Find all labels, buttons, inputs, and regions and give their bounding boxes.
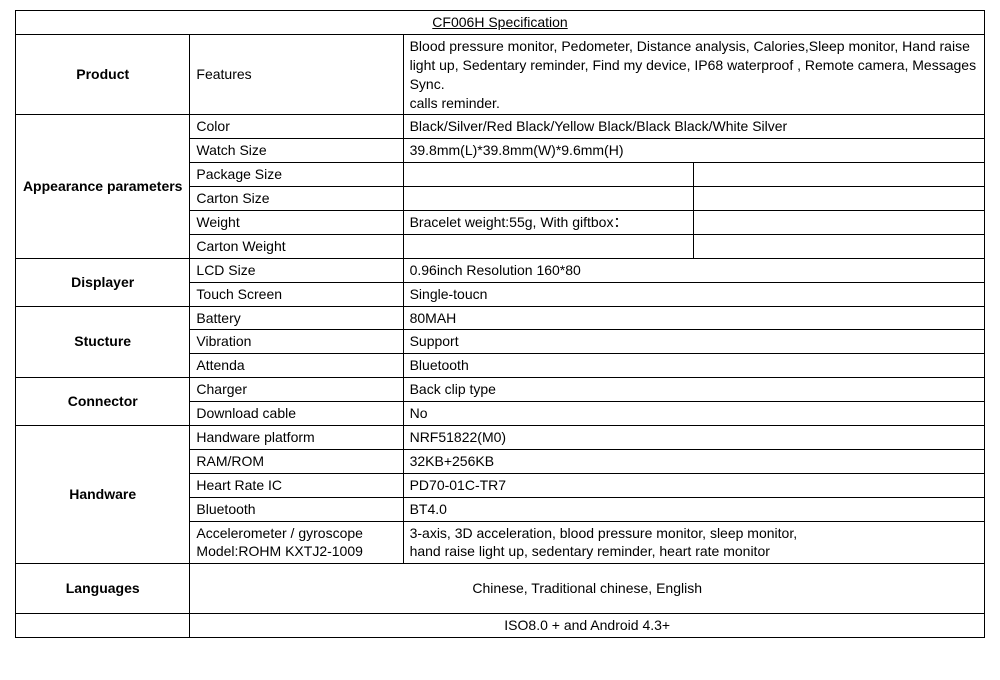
cat-handware: Handware [16,426,190,564]
attr-watch-size: Watch Size [190,139,403,163]
attr-weight: Weight [190,211,403,235]
page-title: CF006H Specification [16,11,985,35]
val-footer: ISO8.0 + and Android 4.3+ [190,614,985,638]
attr-features: Features [190,34,403,115]
val2-carton-weight [694,234,985,258]
val-touch: Single-toucn [403,282,984,306]
attr-carton-size: Carton Size [190,187,403,211]
cat-structure: Stucture [16,306,190,378]
attr-attenda: Attenda [190,354,403,378]
attr-lcd-size: LCD Size [190,258,403,282]
attr-heart: Heart Rate IC [190,473,403,497]
val-accel: 3-axis, 3D acceleration, blood pressure … [403,521,984,564]
val-lcd-size: 0.96inch Resolution 160*80 [403,258,984,282]
val-battery: 80MAH [403,306,984,330]
table-row: Appearance parameters Color Black/Silver… [16,115,985,139]
attr-color: Color [190,115,403,139]
cat-footer [16,614,190,638]
val1-carton-weight [403,234,694,258]
val-hw-platform: NRF51822(M0) [403,426,984,450]
val1-package-size [403,163,694,187]
attr-carton-weight: Carton Weight [190,234,403,258]
val-bt: BT4.0 [403,497,984,521]
val-heart: PD70-01C-TR7 [403,473,984,497]
attr-accel: Accelerometer / gyroscope Model:ROHM KXT… [190,521,403,564]
table-row: Connector Charger Back clip type [16,378,985,402]
cat-appearance: Appearance parameters [16,115,190,258]
cat-displayer: Displayer [16,258,190,306]
table-row: Handware Handware platform NRF51822(M0) [16,426,985,450]
val-charger: Back clip type [403,378,984,402]
val-languages: Chinese, Traditional chinese, English [190,564,985,614]
val2-weight [694,211,985,235]
table-row: Product Features Blood pressure monitor,… [16,34,985,115]
table-row: Languages Chinese, Traditional chinese, … [16,564,985,614]
cat-connector: Connector [16,378,190,426]
table-row: Displayer LCD Size 0.96inch Resolution 1… [16,258,985,282]
attr-charger: Charger [190,378,403,402]
attr-download: Download cable [190,402,403,426]
val-vibration: Support [403,330,984,354]
cat-languages: Languages [16,564,190,614]
val1-weight: Bracelet weight:55g, With giftbox： [403,211,694,235]
val-attenda: Bluetooth [403,354,984,378]
spec-table: CF006H Specification Product Features Bl… [15,10,985,638]
val2-package-size [694,163,985,187]
attr-ram: RAM/ROM [190,449,403,473]
val-download: No [403,402,984,426]
val2-carton-size [694,187,985,211]
val-features: Blood pressure monitor, Pedometer, Dista… [403,34,984,115]
table-row: Stucture Battery 80MAH [16,306,985,330]
attr-vibration: Vibration [190,330,403,354]
attr-battery: Battery [190,306,403,330]
attr-hw-platform: Handware platform [190,426,403,450]
val-ram: 32KB+256KB [403,449,984,473]
title-row: CF006H Specification [16,11,985,35]
attr-touch: Touch Screen [190,282,403,306]
val1-carton-size [403,187,694,211]
table-row: ISO8.0 + and Android 4.3+ [16,614,985,638]
attr-package-size: Package Size [190,163,403,187]
cat-product: Product [16,34,190,115]
val-watch-size: 39.8mm(L)*39.8mm(W)*9.6mm(H) [403,139,984,163]
attr-bt: Bluetooth [190,497,403,521]
val-color: Black/Silver/Red Black/Yellow Black/Blac… [403,115,984,139]
